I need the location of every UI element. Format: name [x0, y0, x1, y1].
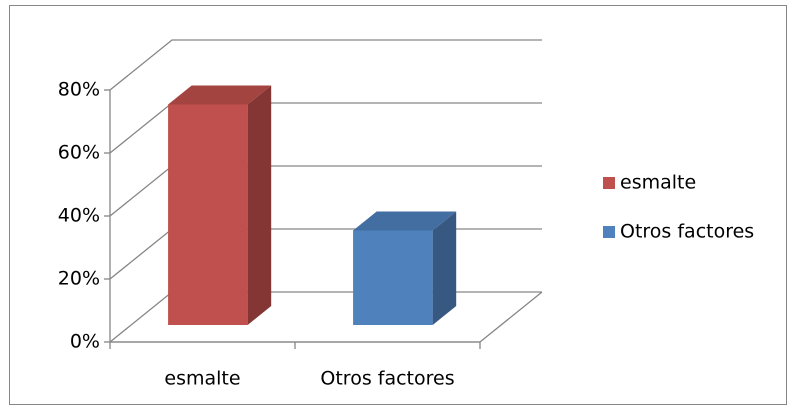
bar-top: [168, 85, 272, 105]
legend-label: esmalte: [620, 172, 696, 194]
y-tick-label: 40%: [58, 205, 100, 227]
y-tick-label: 60%: [58, 142, 100, 164]
bar-front: [353, 230, 433, 325]
x-tick-label: Otros factores: [320, 368, 454, 390]
legend-swatch: [603, 226, 615, 238]
y-tick-label: 0%: [70, 331, 100, 353]
legend-label: Otros factores: [620, 221, 754, 243]
bar-front: [168, 104, 248, 325]
y-tick-label: 20%: [58, 268, 100, 290]
bar-top: [353, 211, 457, 231]
chart-frame: [9, 5, 787, 405]
y-tick-label: 80%: [58, 79, 100, 101]
grid-line: [109, 39, 542, 91]
x-tick-label: esmalte: [164, 368, 240, 390]
legend-swatch: [603, 177, 615, 189]
bar-side: [247, 85, 272, 325]
bar: [353, 211, 457, 325]
bar: [168, 85, 272, 325]
bar-side: [432, 211, 457, 325]
